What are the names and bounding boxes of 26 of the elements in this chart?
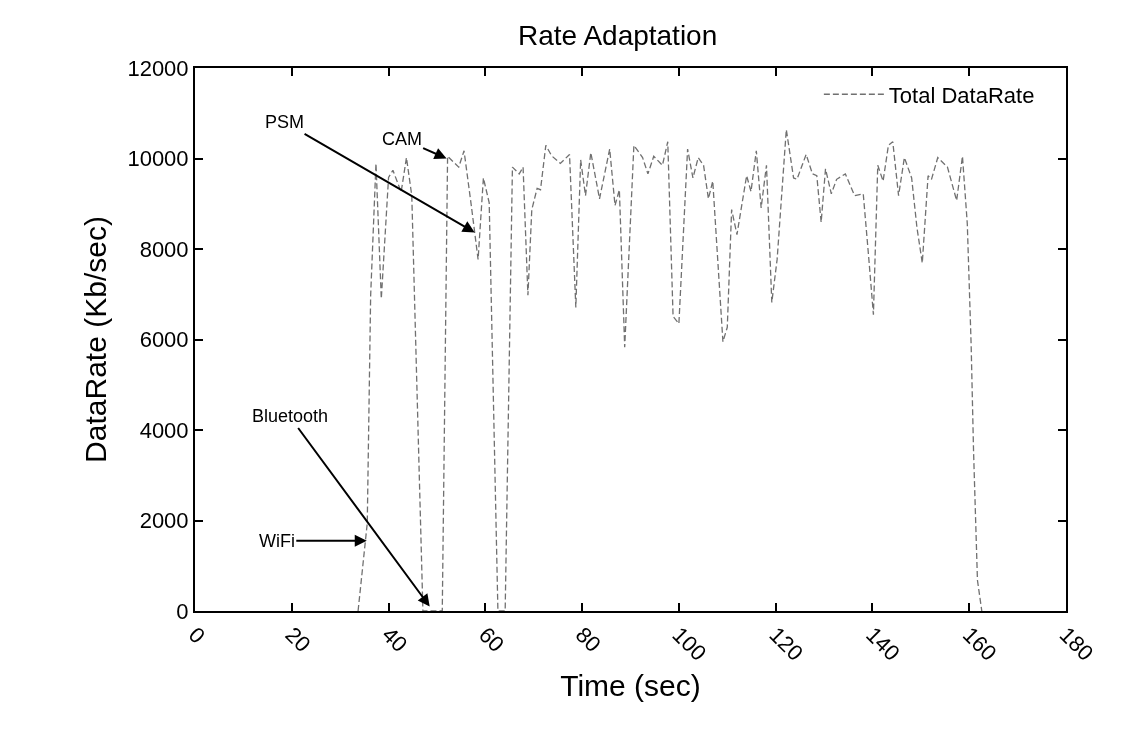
x-tick-label: 100 bbox=[667, 622, 712, 666]
y-tick-label: 10000 bbox=[127, 146, 189, 172]
annotation: WiFi bbox=[259, 531, 295, 551]
x-axis-title: Time (sec) bbox=[560, 668, 701, 702]
x-tick-label: 60 bbox=[474, 622, 510, 658]
x-tick-label: 20 bbox=[280, 622, 316, 658]
x-tick-label: 180 bbox=[1054, 622, 1099, 666]
y-tick-label: 2000 bbox=[139, 508, 189, 534]
annotation: Bluetooth bbox=[252, 406, 329, 426]
x-tick-label: 160 bbox=[957, 622, 1002, 666]
y-tick-label: 8000 bbox=[139, 236, 189, 262]
line-series bbox=[357, 128, 983, 611]
x-tick-label: 80 bbox=[570, 622, 606, 658]
x-tick-label: 140 bbox=[861, 622, 905, 666]
y-tick-label: 6000 bbox=[139, 327, 189, 353]
chart-title: Rate Adaptation bbox=[518, 20, 718, 52]
y-tick-label: 4000 bbox=[139, 417, 189, 443]
legend-label: Total DataRate bbox=[888, 82, 1035, 108]
x-tick-label: 0 bbox=[183, 622, 211, 649]
x-tick-label: 120 bbox=[764, 622, 808, 666]
y-tick-label: 0 bbox=[176, 598, 189, 624]
y-axis-title: DataRate (Kb/sec) bbox=[78, 216, 112, 463]
x-tick-label: 40 bbox=[377, 622, 413, 658]
y-tick-label: 12000 bbox=[127, 55, 189, 81]
annotation: PSM bbox=[265, 112, 305, 132]
annotation: CAM bbox=[382, 129, 422, 149]
